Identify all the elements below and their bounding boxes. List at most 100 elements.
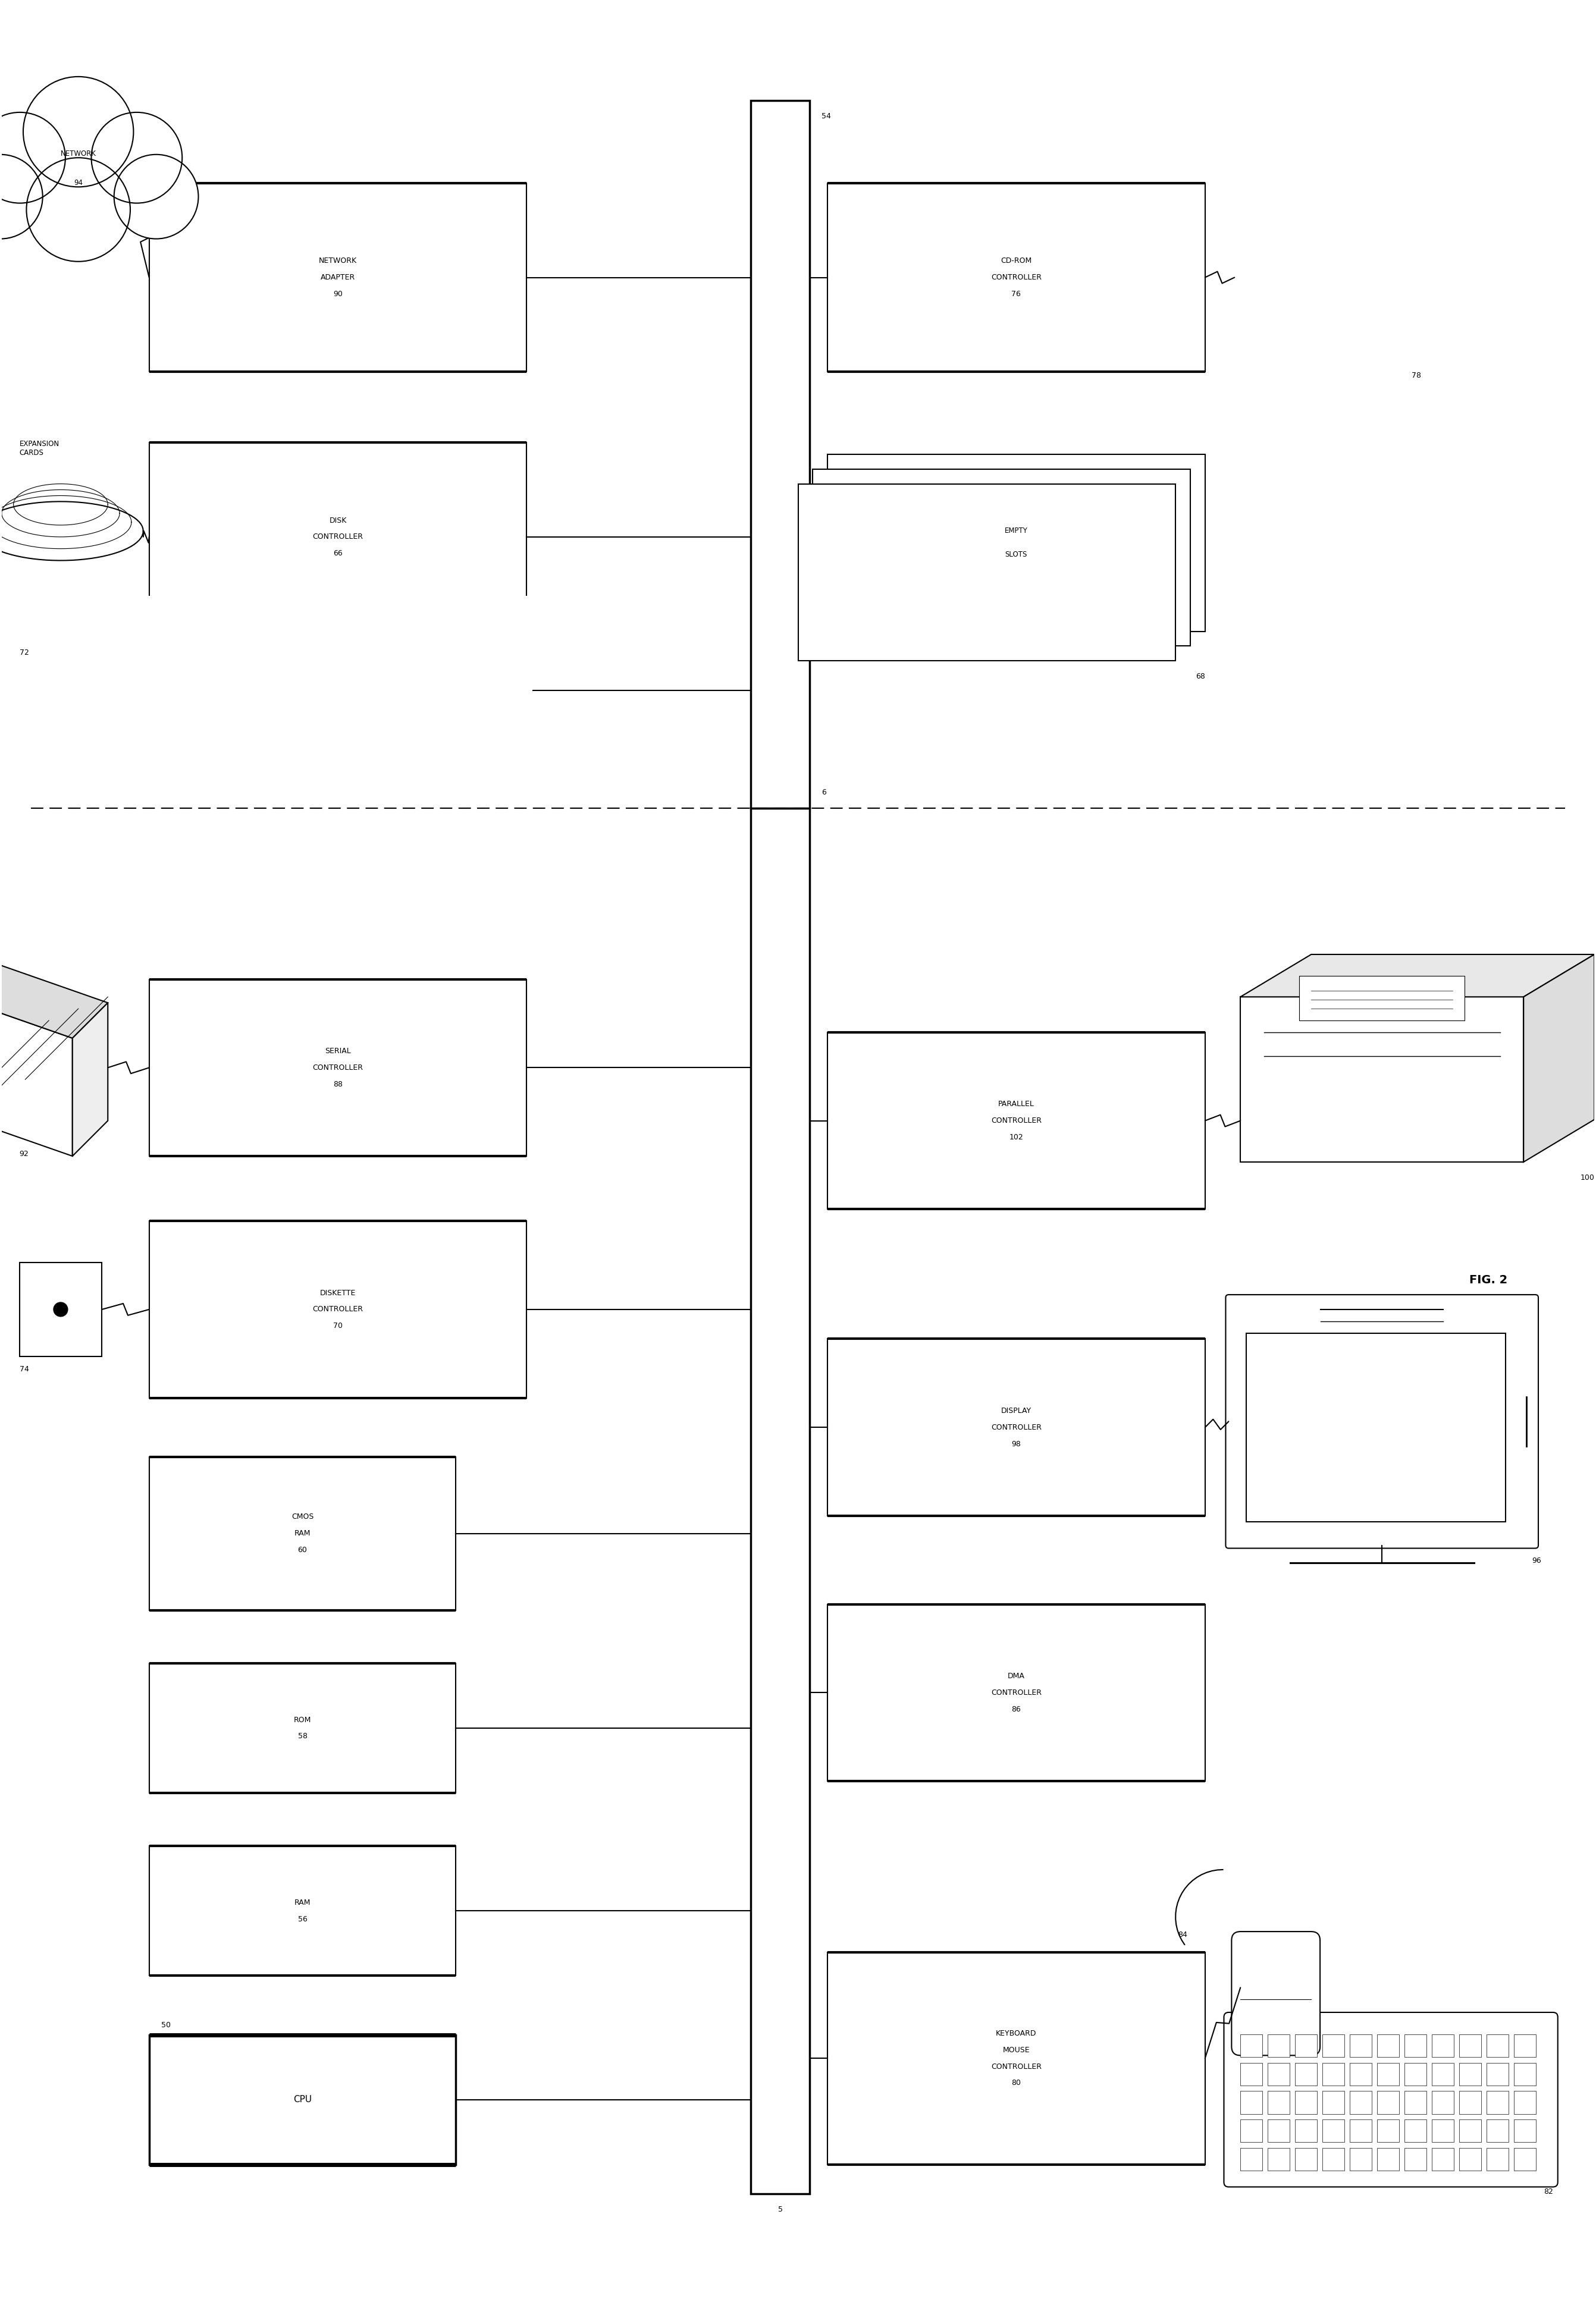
Text: NETWORK: NETWORK	[319, 258, 358, 265]
Text: NETWORK: NETWORK	[61, 149, 96, 158]
Bar	[148, 1664, 456, 1794]
Bar	[1267, 2092, 1290, 2115]
Text: ROM: ROM	[294, 1715, 311, 1724]
Text: CMOS: CMOS	[292, 1513, 313, 1520]
Text: CONTROLLER: CONTROLLER	[991, 1690, 1042, 1697]
Text: 90: 90	[334, 290, 343, 297]
Bar	[1323, 2092, 1344, 2115]
Text: DMA: DMA	[1007, 1673, 1025, 1680]
Bar	[1350, 2092, 1371, 2115]
Text: 84: 84	[1178, 1931, 1187, 1938]
Bar	[1404, 2034, 1427, 2057]
Bar	[1432, 2092, 1454, 2115]
Text: 68: 68	[1195, 672, 1205, 681]
Circle shape	[0, 112, 65, 202]
Polygon shape	[0, 997, 72, 1155]
Text: 58: 58	[298, 1731, 308, 1741]
Bar	[1294, 2147, 1317, 2171]
Bar	[1350, 2119, 1371, 2143]
Bar	[1294, 2064, 1317, 2085]
Bar	[1377, 2034, 1400, 2057]
Text: 60: 60	[298, 1545, 306, 1555]
Bar	[1377, 2092, 1400, 2115]
Bar	[1515, 2064, 1535, 2085]
Text: CONTROLLER: CONTROLLER	[313, 686, 364, 695]
Text: 92: 92	[19, 1150, 29, 1157]
Text: CONTROLLER: CONTROLLER	[313, 532, 364, 541]
Bar	[1323, 2034, 1344, 2057]
Text: 72: 72	[19, 648, 29, 658]
Bar	[827, 184, 1205, 372]
Bar	[1323, 2064, 1344, 2085]
Text: DISK: DISK	[329, 516, 346, 525]
Circle shape	[1299, 249, 1358, 307]
Bar	[1294, 2092, 1317, 2115]
Bar	[1267, 2064, 1290, 2085]
Bar	[1350, 2064, 1371, 2085]
Bar	[148, 184, 527, 372]
Bar	[1246, 1334, 1507, 1522]
Text: 82: 82	[1543, 2189, 1553, 2196]
Bar	[1459, 2092, 1481, 2115]
Circle shape	[0, 153, 43, 239]
Bar	[148, 1220, 527, 1397]
Bar	[1459, 2034, 1481, 2057]
Bar	[1323, 2119, 1344, 2143]
Bar	[148, 442, 527, 632]
Bar	[827, 1604, 1205, 1780]
Bar	[827, 1339, 1205, 1515]
Bar	[1486, 2119, 1508, 2143]
Polygon shape	[1299, 976, 1465, 1020]
Text: 100: 100	[1580, 1174, 1594, 1181]
Text: CONTROLLER: CONTROLLER	[991, 2064, 1042, 2071]
Text: CONTROLLER: CONTROLLER	[991, 1118, 1042, 1125]
Bar	[1240, 2119, 1262, 2143]
Polygon shape	[1524, 955, 1594, 1162]
Circle shape	[54, 1301, 67, 1315]
Bar	[1240, 2092, 1262, 2115]
Text: 98: 98	[1012, 1441, 1021, 1448]
Bar	[812, 469, 1191, 646]
Text: SERIAL: SERIAL	[326, 1048, 351, 1055]
Bar	[1404, 2119, 1427, 2143]
Text: FIG. 2: FIG. 2	[1468, 1274, 1507, 1285]
Circle shape	[113, 153, 198, 239]
Bar	[1459, 2119, 1481, 2143]
Bar	[750, 809, 809, 2194]
Bar	[1486, 2034, 1508, 2057]
Text: 56: 56	[298, 1915, 306, 1922]
Text: 54: 54	[822, 112, 832, 121]
Polygon shape	[72, 1002, 109, 1155]
Text: DISPLAY: DISPLAY	[1001, 1406, 1031, 1415]
Text: CPU: CPU	[294, 2096, 311, 2103]
FancyBboxPatch shape	[1226, 1294, 1539, 1548]
Text: SERIAL: SERIAL	[326, 669, 351, 679]
Text: 96: 96	[1532, 1557, 1542, 1564]
Bar	[827, 1032, 1205, 1208]
Text: CONTROLLER: CONTROLLER	[991, 1425, 1042, 1432]
Text: 94: 94	[73, 179, 83, 186]
Bar	[1486, 2147, 1508, 2171]
Text: RAM: RAM	[294, 1899, 311, 1906]
Bar	[1432, 2119, 1454, 2143]
Bar	[1459, 2064, 1481, 2085]
Bar	[148, 602, 527, 779]
Polygon shape	[1240, 955, 1594, 997]
FancyBboxPatch shape	[1224, 2013, 1558, 2187]
Polygon shape	[0, 962, 109, 1039]
Bar	[750, 100, 809, 809]
Circle shape	[1235, 184, 1424, 372]
Text: MOUSE: MOUSE	[1002, 2045, 1029, 2054]
Bar	[1377, 2119, 1400, 2143]
Bar	[1377, 2147, 1400, 2171]
Bar	[148, 1845, 456, 1975]
Circle shape	[91, 112, 182, 202]
Text: 102: 102	[1009, 1134, 1023, 1141]
Bar	[1459, 2147, 1481, 2171]
Bar	[1432, 2064, 1454, 2085]
Text: SLOTS: SLOTS	[1005, 551, 1028, 558]
Bar	[1404, 2064, 1427, 2085]
Text: 50: 50	[161, 2022, 171, 2029]
Text: 88: 88	[334, 1081, 343, 1088]
Bar	[827, 456, 1205, 632]
